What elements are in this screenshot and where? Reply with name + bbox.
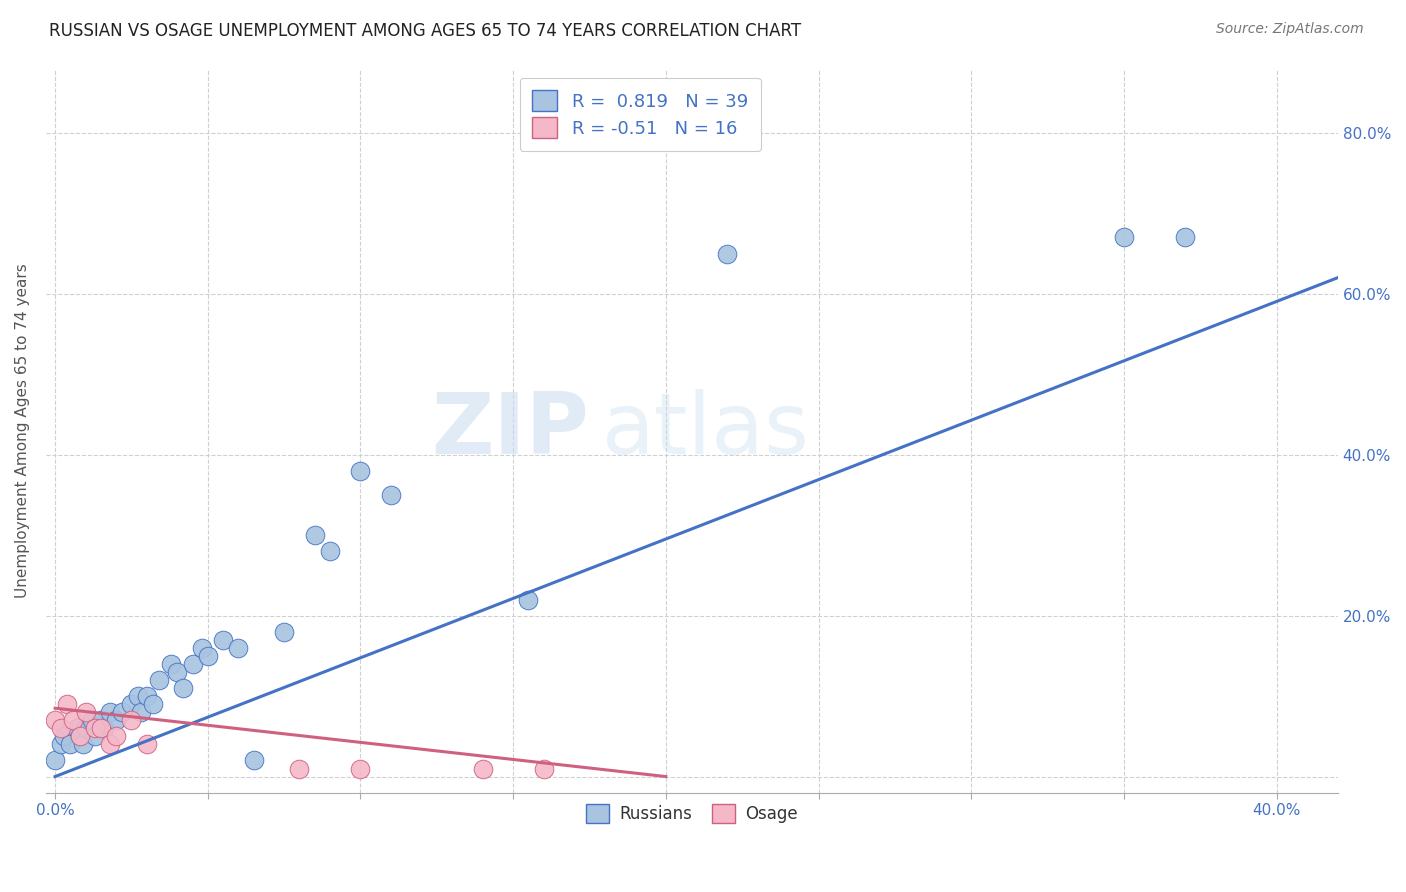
Point xyxy=(98,705,121,719)
Point xyxy=(121,697,143,711)
Point xyxy=(72,738,94,752)
Point xyxy=(160,657,183,671)
Point xyxy=(98,738,121,752)
Point xyxy=(69,729,91,743)
Point xyxy=(135,738,157,752)
Point xyxy=(105,713,128,727)
Point xyxy=(273,624,295,639)
Y-axis label: Unemployment Among Ages 65 to 74 years: Unemployment Among Ages 65 to 74 years xyxy=(15,263,30,598)
Point xyxy=(190,640,212,655)
Point xyxy=(181,657,204,671)
Point xyxy=(69,729,91,743)
Point xyxy=(1174,230,1197,244)
Point xyxy=(62,713,84,727)
Legend: Russians, Osage: Russians, Osage xyxy=(574,792,810,835)
Point xyxy=(51,721,73,735)
Text: RUSSIAN VS OSAGE UNEMPLOYMENT AMONG AGES 65 TO 74 YEARS CORRELATION CHART: RUSSIAN VS OSAGE UNEMPLOYMENT AMONG AGES… xyxy=(49,22,801,40)
Point xyxy=(90,713,112,727)
Point xyxy=(148,673,170,687)
Point xyxy=(349,762,371,776)
Point xyxy=(93,721,115,735)
Point xyxy=(65,721,87,735)
Point xyxy=(172,681,194,695)
Point xyxy=(349,464,371,478)
Point xyxy=(83,729,105,743)
Point xyxy=(135,689,157,703)
Point xyxy=(127,689,149,703)
Point xyxy=(304,528,326,542)
Text: ZIP: ZIP xyxy=(430,389,589,472)
Point xyxy=(111,705,134,719)
Point xyxy=(44,713,66,727)
Text: Source: ZipAtlas.com: Source: ZipAtlas.com xyxy=(1216,22,1364,37)
Point xyxy=(44,754,66,768)
Point xyxy=(121,713,143,727)
Point xyxy=(83,721,105,735)
Point xyxy=(716,246,738,260)
Point xyxy=(59,738,82,752)
Point xyxy=(319,544,342,558)
Point xyxy=(80,713,103,727)
Point xyxy=(53,729,76,743)
Point xyxy=(228,640,250,655)
Point xyxy=(1112,230,1135,244)
Point xyxy=(90,721,112,735)
Point xyxy=(56,697,79,711)
Point xyxy=(242,754,264,768)
Point xyxy=(197,648,219,663)
Point xyxy=(75,705,97,719)
Point xyxy=(380,488,402,502)
Point xyxy=(75,721,97,735)
Text: atlas: atlas xyxy=(602,389,810,472)
Point xyxy=(288,762,311,776)
Point xyxy=(105,729,128,743)
Point xyxy=(166,665,188,679)
Point xyxy=(533,762,555,776)
Point xyxy=(212,632,235,647)
Point xyxy=(51,738,73,752)
Point xyxy=(471,762,494,776)
Point xyxy=(142,697,165,711)
Point xyxy=(517,592,540,607)
Point xyxy=(129,705,152,719)
